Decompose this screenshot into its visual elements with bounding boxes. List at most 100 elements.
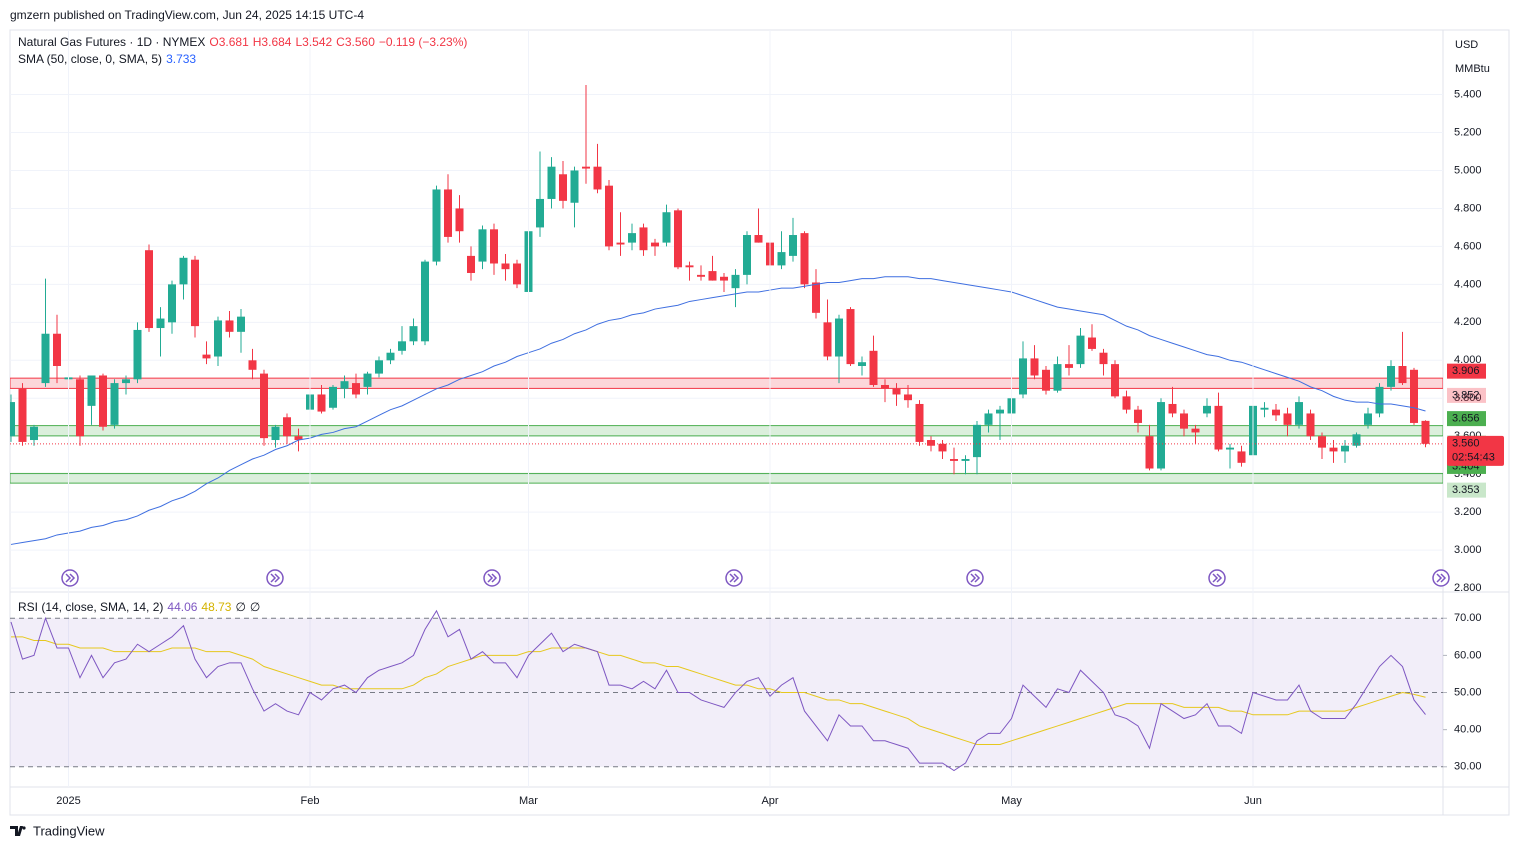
candle-body [1272, 409, 1280, 416]
candle-body [122, 379, 130, 384]
change: −0.119 (−3.23%) [378, 35, 468, 49]
event-icon-arrow [1436, 573, 1447, 583]
candle-body [616, 242, 625, 245]
candle-body [1295, 402, 1303, 425]
zone [10, 377, 1443, 389]
candle-body [1030, 358, 1039, 376]
candle-body [294, 436, 303, 441]
y-tick-label: 30.00 [1454, 761, 1482, 773]
candle-body [214, 320, 222, 357]
y-tick-label: 2.800 [1454, 582, 1482, 594]
candle-body [1306, 413, 1315, 437]
rsi-tail: ∅ [249, 600, 261, 614]
candle-body [1203, 405, 1211, 414]
candle-body [30, 426, 38, 441]
zone-label: 3.852 [1452, 389, 1480, 401]
ohlc-low: L3.542 [295, 35, 333, 49]
candle-body [662, 212, 671, 243]
candle-body [858, 362, 866, 366]
candle-body [1318, 436, 1326, 448]
zone-label-bg [1447, 411, 1486, 427]
candle-body [1122, 396, 1131, 410]
candle-body [156, 318, 165, 329]
candle-body [731, 274, 740, 289]
candle-body [271, 426, 280, 441]
candle-body [398, 341, 406, 351]
candle-body [1088, 337, 1096, 349]
sma-legend: SMA (50, close, 0, SMA, 5) 3.733 [18, 52, 196, 66]
zone-label-bg [1447, 387, 1486, 403]
main-pane [10, 85, 1443, 589]
y-tick-label: 3.000 [1454, 544, 1482, 556]
x-tick-label: Apr [761, 795, 778, 807]
candle-body [41, 333, 50, 384]
candle-body [1410, 369, 1418, 423]
candle-body [720, 276, 728, 281]
candle-body [18, 388, 27, 442]
candle-body [823, 322, 832, 357]
last-price-label: 3.560 [1452, 438, 1480, 450]
candle-body [202, 354, 211, 359]
candle-body [651, 242, 659, 247]
candle-body [800, 233, 809, 285]
candle-body [283, 417, 291, 437]
countdown: 02:54:43 [1452, 452, 1495, 464]
event-icon-arrow [487, 573, 498, 583]
ohlc-high: H3.684 [252, 35, 292, 49]
sma-name: SMA (50, close, 0, SMA, 5) [18, 52, 163, 66]
event-icon-arrow [729, 573, 740, 583]
candle-body [363, 373, 372, 387]
y-tick-label: 70.00 [1454, 612, 1482, 624]
candle-body [1398, 366, 1407, 384]
y-tick-label: 4.600 [1454, 240, 1482, 252]
candle-body [432, 189, 441, 262]
candle-body [409, 326, 418, 342]
candle-body [984, 413, 993, 425]
candle-body [1364, 413, 1372, 425]
rsi-line [10, 609, 1426, 772]
sma-line [10, 276, 1426, 545]
candle-body [87, 375, 96, 406]
candle-body [547, 166, 556, 199]
candle-body [628, 233, 636, 243]
candle-body [892, 388, 901, 395]
candle-body [179, 257, 188, 285]
event-icon-arrow [270, 573, 281, 583]
candle-body [375, 360, 383, 374]
candle-body [1341, 445, 1349, 452]
candle-body [904, 394, 912, 401]
candle-body [317, 394, 326, 412]
candle-body [1375, 386, 1384, 414]
candle-body [1387, 366, 1395, 387]
candle-body [352, 383, 360, 395]
candle-body [743, 235, 751, 275]
candle-body [1019, 358, 1027, 395]
candle-body [191, 259, 199, 327]
candle-body [593, 166, 602, 190]
y-tick-label: 5.200 [1454, 126, 1482, 138]
rsi-pane [10, 609, 1443, 772]
candle-body [869, 350, 878, 385]
candle-body [1352, 434, 1361, 446]
rsi-sma-value: 48.73 [201, 600, 232, 614]
event-icon-arrow [65, 573, 76, 583]
zone [10, 472, 1443, 484]
candle-body [421, 261, 429, 342]
candle-body [467, 255, 475, 273]
currency: USD [1455, 39, 1479, 51]
zone-label-bg [1447, 482, 1486, 498]
candle-body [961, 459, 970, 461]
x-tick-label: May [1001, 795, 1022, 807]
brand: TradingView [33, 823, 105, 838]
candle-body [99, 375, 107, 427]
candle-body [570, 170, 579, 203]
candle-body [329, 386, 337, 408]
axis-unit: USD MMBtu [1455, 37, 1490, 78]
candle-body [915, 403, 924, 442]
candle-body [754, 235, 763, 243]
ohlc-open: O3.681 [209, 35, 249, 49]
candle-body [938, 443, 947, 452]
y-tick-label: 3.200 [1454, 506, 1482, 518]
